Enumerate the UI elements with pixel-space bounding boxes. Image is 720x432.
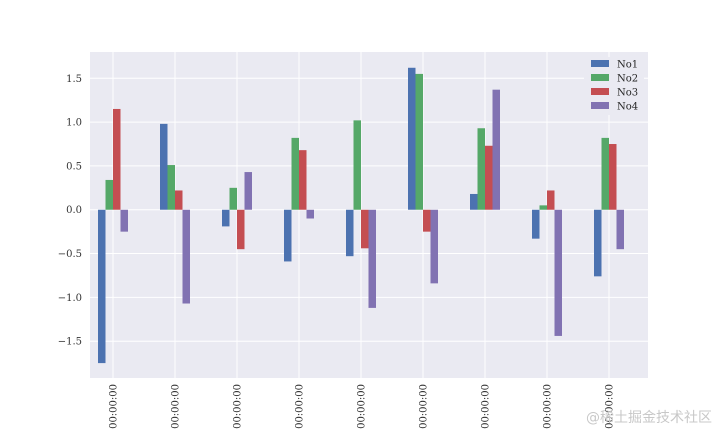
x-tick-label: 00:00:00 (357, 384, 368, 429)
bar-no3 (299, 150, 307, 210)
bar-no2 (353, 120, 361, 210)
y-tick-label: 1.0 (66, 118, 82, 129)
bar-no4 (120, 209, 128, 232)
legend-label-no1: No1 (617, 60, 638, 71)
bar-no3 (423, 209, 431, 232)
bar-no1 (222, 209, 230, 227)
x-tick-label: 00:00:00 (419, 384, 430, 429)
legend-swatch-no4 (591, 102, 609, 109)
legend-label-no4: No4 (617, 102, 638, 113)
legend-label-no3: No3 (617, 88, 638, 99)
x-tick-label: 00:00:00 (233, 384, 244, 429)
bar-no4 (306, 209, 314, 219)
bar-no2 (477, 128, 485, 210)
y-tick-label: 1.5 (66, 74, 82, 85)
x-axis: 00:00:00 00:00:00 00:00:00 00:00:00 00:00:00… (109, 384, 616, 429)
legend: No1 No2 No3 No4 (584, 57, 644, 115)
bar-no4 (182, 209, 190, 304)
bar-no1 (284, 209, 292, 262)
bar-no1 (532, 209, 540, 239)
y-tick-label: 0.0 (66, 205, 82, 216)
bar-no1 (594, 209, 602, 277)
bar-no3 (361, 209, 369, 249)
y-tick-label: −0.5 (58, 249, 82, 260)
bar-no1 (160, 123, 168, 210)
x-tick-label: 00:00:00 (109, 384, 120, 429)
bar-no2 (601, 137, 609, 210)
bar-no1 (470, 193, 478, 210)
bar-no2 (291, 137, 299, 210)
bar-no4 (368, 209, 376, 308)
bar-no1 (408, 67, 416, 210)
x-tick-label: 00:00:00 (605, 384, 616, 429)
bar-no3 (237, 209, 245, 250)
bar-no3 (547, 190, 555, 210)
x-tick-label: 00:00:00 (543, 384, 554, 429)
legend-swatch-no3 (591, 88, 609, 95)
bar-no4 (430, 209, 438, 284)
bar-no4 (492, 89, 500, 210)
x-tick-label: 00:00:00 (295, 384, 306, 429)
bars (98, 67, 624, 364)
bar-no4 (244, 172, 252, 210)
watermark-text: @稀土掘金技术社区 (586, 410, 712, 426)
y-tick-label: −1.5 (58, 337, 82, 348)
legend-label-no2: No2 (617, 74, 638, 85)
legend-swatch-no2 (591, 74, 609, 81)
bar-no4 (616, 209, 624, 250)
y-tick-label: −1.0 (58, 293, 82, 304)
legend-swatch-no1 (591, 60, 609, 67)
bar-no2 (415, 73, 423, 210)
x-tick-label: 00:00:00 (171, 384, 182, 429)
y-axis: −1.5 −1.0 −0.5 0.0 0.5 1.0 1.5 (58, 74, 82, 348)
y-tick-label: 0.5 (66, 161, 82, 172)
bar-no2 (167, 165, 175, 210)
bar-no3 (485, 145, 493, 210)
bar-no4 (554, 209, 562, 336)
bar-no2 (229, 187, 237, 210)
bar-no3 (113, 108, 121, 210)
bar-no1 (346, 209, 354, 257)
bar-no2 (539, 205, 547, 210)
bar-no3 (609, 144, 617, 210)
bar-no2 (105, 179, 113, 210)
x-tick-label: 00:00:00 (481, 384, 492, 429)
bar-no1 (98, 209, 106, 364)
bar-no3 (175, 190, 183, 210)
